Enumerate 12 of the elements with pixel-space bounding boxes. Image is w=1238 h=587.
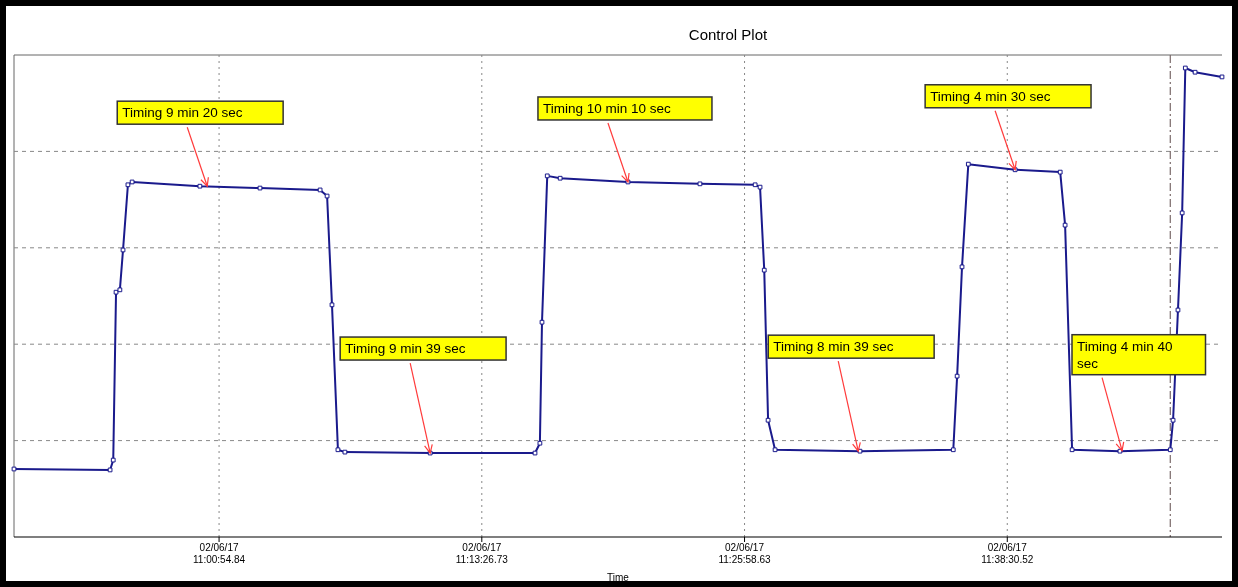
annotation: Timing 9 min 20 sec	[122, 105, 243, 121]
annotation: Timing 10 min 10 sec	[542, 100, 672, 116]
x-axis-title: Time	[607, 572, 630, 583]
x-tick-label: 02/06/17 11:13:26.73	[455, 542, 509, 565]
x-tick-label: 02/06/17 11:00:54.84	[193, 542, 246, 565]
x-tick-label: 02/06/17 11:25:58.63	[718, 542, 772, 565]
annotation: Timing 9 min 39 sec	[345, 341, 466, 357]
x-tick-label: 02/06/17 11:38:30.52	[981, 542, 1034, 565]
chart-title: Control Plot	[688, 26, 769, 43]
annotation: Timing 4 min 30 sec	[930, 88, 1051, 104]
annotation: Timing 4 min 40 sec	[1077, 338, 1173, 371]
annotation: Timing 8 min 39 sec	[773, 339, 894, 355]
